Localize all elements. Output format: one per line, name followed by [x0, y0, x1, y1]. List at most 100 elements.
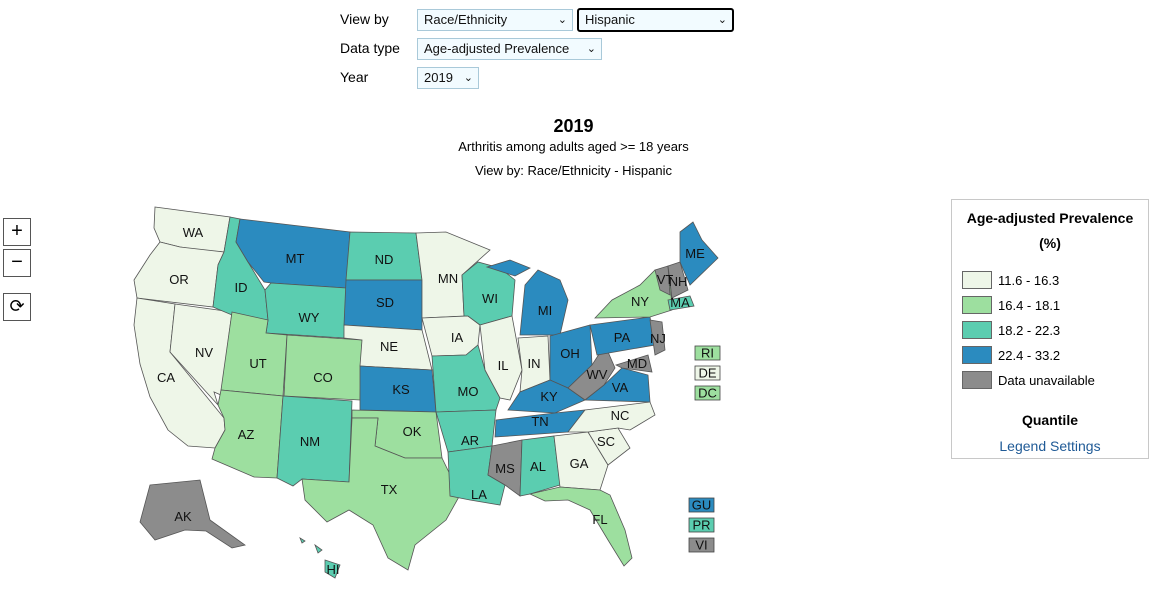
state-label-wi: WI [482, 291, 498, 306]
reset-view-button[interactable]: ⟳ [3, 293, 31, 321]
zoom-out-button[interactable]: − [3, 249, 31, 277]
state-label-hi: HI [327, 562, 340, 577]
legend-swatch [962, 296, 992, 314]
territory-label-pr: PR [692, 518, 710, 533]
view-by-select[interactable]: Race/Ethnicity ⌄ [417, 9, 573, 31]
state-hi[interactable] [299, 537, 341, 579]
territory-chip-gu[interactable]: GU [688, 497, 715, 513]
territory-label-ri: RI [701, 346, 714, 361]
state-nj[interactable] [649, 319, 666, 356]
state-al[interactable] [519, 435, 561, 497]
state-label-mo: MO [458, 384, 479, 399]
legend-swatch [962, 371, 992, 389]
legend-settings-link[interactable]: Legend Settings [999, 438, 1101, 454]
state-label-ca: CA [157, 370, 175, 385]
map-view-line: View by: Race/Ethnicity - Hispanic [474, 163, 672, 178]
state-label-ut: UT [249, 356, 266, 371]
state-ak[interactable] [139, 479, 246, 549]
state-vt[interactable] [654, 265, 671, 296]
legend-unit: (%) [1039, 235, 1061, 251]
territory-chip-box [688, 537, 715, 553]
state-label-id: ID [235, 280, 248, 295]
state-label-mn: MN [438, 271, 458, 286]
state-md[interactable] [614, 354, 653, 373]
territory-chip-box [694, 365, 721, 381]
year-select[interactable]: 2019 ⌄ [417, 67, 479, 89]
subgroup-select[interactable]: Hispanic ⌄ [577, 8, 734, 32]
state-label-oh: OH [560, 346, 580, 361]
state-label-nc: NC [611, 408, 630, 423]
territory-chip-ri[interactable]: RI [694, 345, 721, 361]
territory-chip-pr[interactable]: PR [688, 518, 715, 533]
territory-chip-vi[interactable]: VI [688, 537, 715, 553]
state-label-in: IN [528, 356, 541, 371]
state-label-or: OR [169, 272, 189, 287]
legend-method: Quantile [1021, 412, 1078, 428]
state-label-ga: GA [570, 456, 589, 471]
state-mi[interactable] [485, 259, 569, 336]
state-label-mi: MI [538, 303, 552, 318]
state-label-wy: WY [299, 310, 320, 325]
state-ms[interactable] [487, 439, 523, 497]
view-by-value: Race/Ethnicity [424, 12, 508, 27]
state-label-co: CO [313, 370, 333, 385]
state-label-wv: WV [587, 367, 608, 382]
chevron-down-icon: ⌄ [463, 72, 473, 84]
territory-chip-box [694, 385, 721, 401]
state-label-mt: MT [286, 251, 305, 266]
legend-label: 22.4 - 33.2 [998, 348, 1061, 363]
state-il[interactable] [479, 315, 523, 401]
subgroup-value: Hispanic [585, 12, 635, 27]
data-type-select[interactable]: Age-adjusted Prevalence ⌄ [417, 38, 602, 60]
state-fl[interactable] [528, 486, 633, 567]
state-nh[interactable] [667, 261, 689, 299]
view-by-label: View by [340, 11, 389, 27]
refresh-icon: ⟳ [9, 296, 25, 316]
state-label-ak: AK [174, 509, 192, 524]
legend-swatch [962, 321, 992, 339]
legend-panel: Age-adjusted Prevalence (%) 11.6 - 16.3 1… [951, 199, 1149, 459]
territory-chip-box [694, 345, 721, 361]
state-label-nj: NJ [650, 331, 666, 346]
map-title: 2019 [553, 116, 594, 136]
state-wv[interactable] [567, 344, 616, 401]
chevron-down-icon: ⌄ [557, 14, 567, 26]
state-nc[interactable] [567, 401, 656, 433]
us-choropleth-map: WA OR CA NV ID MT WY UT CO AZ NM ND SD NE KS OK TX MN IA MO… [133, 206, 721, 579]
data-type-value: Age-adjusted Prevalence [424, 41, 570, 56]
chevron-down-icon: ⌄ [717, 14, 727, 26]
state-label-nh: NH [669, 274, 688, 289]
state-label-sd: SD [376, 295, 394, 310]
territory-chip-dc[interactable]: DC [694, 385, 721, 401]
data-type-label: Data type [340, 40, 400, 56]
state-co[interactable] [283, 334, 363, 401]
state-label-ia: IA [451, 330, 464, 345]
state-label-tx: TX [381, 482, 398, 497]
state-label-nd: ND [375, 252, 394, 267]
territory-chip-box [688, 497, 715, 513]
state-tx[interactable] [301, 417, 461, 571]
state-ga[interactable] [553, 431, 609, 491]
legend-label: 16.4 - 18.1 [998, 298, 1061, 313]
state-ma[interactable] [667, 295, 695, 311]
chevron-down-icon: ⌄ [586, 43, 596, 55]
minus-icon: − [11, 251, 23, 273]
legend-label: 11.6 - 16.3 [998, 273, 1060, 288]
legend-swatch [962, 271, 992, 289]
map-subtitle: Arthritis among adults aged >= 18 years [458, 139, 689, 154]
territory-label-de: DE [698, 366, 716, 381]
zoom-in-button[interactable]: + [3, 218, 31, 246]
state-label-fl: FL [592, 512, 607, 527]
state-label-ky: KY [540, 389, 558, 404]
state-label-md: MD [627, 356, 647, 371]
territory-label-dc: DC [698, 386, 717, 401]
state-label-ar: AR [461, 433, 479, 448]
state-label-wa: WA [183, 225, 204, 240]
state-label-az: AZ [238, 427, 255, 442]
territory-chip-de[interactable]: DE [694, 365, 721, 381]
state-label-nv: NV [195, 345, 213, 360]
state-label-vt: VT [657, 272, 674, 287]
legend-label: Data unavailable [998, 373, 1095, 388]
state-label-nm: NM [300, 434, 320, 449]
year-label: Year [340, 69, 369, 85]
